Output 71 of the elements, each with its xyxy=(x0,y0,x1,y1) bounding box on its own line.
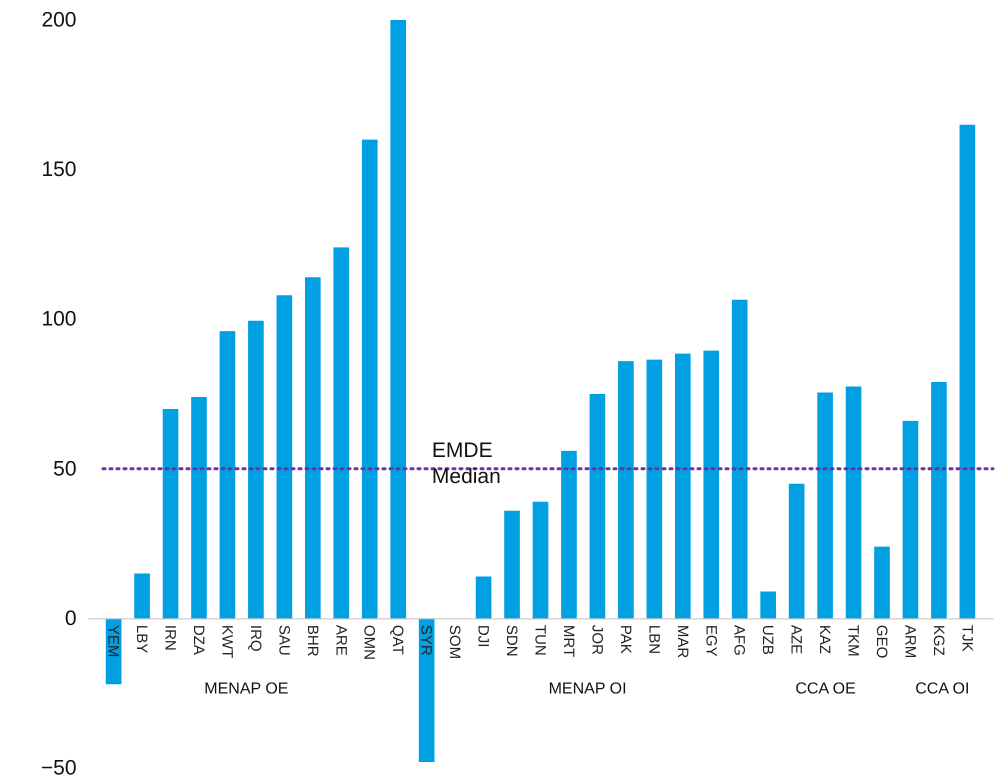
x-tick-label: UZB xyxy=(759,624,776,655)
bar xyxy=(561,450,577,618)
bar xyxy=(618,361,634,618)
bar xyxy=(248,320,264,618)
x-tick-label: DJI xyxy=(474,624,492,648)
x-tick-label: BHR xyxy=(304,624,321,657)
bar xyxy=(134,574,150,618)
x-tick-label: KWT xyxy=(218,624,236,658)
ref-line-label: EMDE Median xyxy=(432,438,501,488)
x-tick-label: ARM xyxy=(901,624,918,658)
bar xyxy=(532,502,548,618)
bar xyxy=(760,591,776,618)
x-tick-label: SYR xyxy=(418,624,435,656)
bar xyxy=(305,277,321,618)
bar xyxy=(902,420,918,618)
bar xyxy=(333,247,350,618)
x-tick-label: GEO xyxy=(873,624,890,658)
x-tick-label: IRQ xyxy=(246,624,264,652)
bar xyxy=(390,20,406,618)
bar xyxy=(276,295,292,618)
x-tick-label: KGZ xyxy=(930,624,947,656)
x-tick-label: IRN xyxy=(162,624,179,651)
x-tick-label: AZE xyxy=(788,624,805,654)
y-tick-label: 50 xyxy=(53,457,76,480)
x-tick-label: LBN xyxy=(645,624,662,654)
x-tick-label: TJK xyxy=(958,624,976,652)
bar xyxy=(418,618,434,762)
x-tick-label: JOR xyxy=(588,624,606,656)
bar xyxy=(874,546,890,618)
x-tick-label: TKM xyxy=(844,624,862,657)
bar xyxy=(846,386,862,618)
annotation: CCA OE xyxy=(795,680,856,698)
bar xyxy=(931,382,947,618)
x-tick-label: DZA xyxy=(190,624,207,655)
y-tick-label: 0 xyxy=(64,606,76,630)
x-tick-label: AFG xyxy=(730,624,748,656)
bar xyxy=(960,124,976,618)
bar xyxy=(476,576,492,618)
x-tick-label: OMN xyxy=(360,624,378,660)
bar xyxy=(590,394,606,618)
x-tick-label: QAT xyxy=(389,624,406,655)
bar xyxy=(362,140,378,618)
x-tick-label: EGY xyxy=(702,624,720,657)
x-tick-label: KAZ xyxy=(816,624,834,654)
x-tick-label: YEM xyxy=(104,624,122,658)
bar xyxy=(504,510,520,618)
bar xyxy=(732,300,748,618)
x-tick-label: ARE xyxy=(332,624,350,656)
bar xyxy=(703,350,720,618)
x-tick-label: LBY xyxy=(133,624,150,654)
y-tick-label: −50 xyxy=(40,756,76,780)
x-tick-label: SAU xyxy=(275,624,292,656)
y-tick-label: 200 xyxy=(41,8,76,32)
annotation: MENAP OE xyxy=(204,680,288,698)
bar xyxy=(788,484,804,618)
bar xyxy=(817,392,833,618)
x-tick-label: SOM xyxy=(446,624,464,660)
y-tick-label: 100 xyxy=(41,308,76,331)
annotation: CCA OI xyxy=(915,680,970,698)
bar xyxy=(162,408,178,618)
x-tick-label: MRT xyxy=(560,624,577,658)
bar xyxy=(646,360,662,618)
x-tick-label: MAR xyxy=(674,624,691,658)
annotation: MENAP OI xyxy=(548,680,627,698)
bar xyxy=(191,396,207,618)
bar xyxy=(674,354,691,618)
x-tick-label: TUN xyxy=(532,624,548,656)
bar xyxy=(220,331,236,618)
x-tick-label: SDN xyxy=(503,624,520,657)
y-tick-label: 150 xyxy=(41,158,76,182)
x-tick-label: PAK xyxy=(616,624,634,654)
